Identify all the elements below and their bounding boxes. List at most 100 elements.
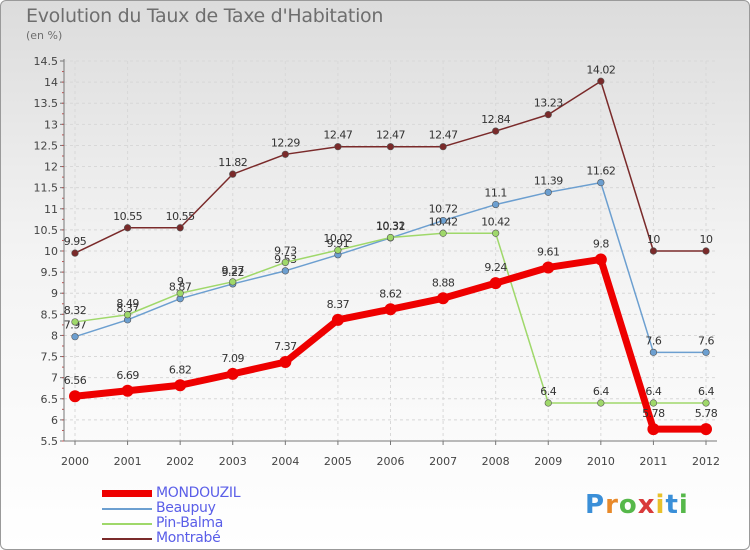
- data-point-pin-balma: [71, 318, 79, 326]
- data-label-mondouzil: 5.78: [695, 407, 718, 420]
- data-point-pin-balma: [702, 399, 710, 407]
- data-point-mondouzil: [121, 384, 134, 397]
- chart-title: Evolution du Taux de Taxe d'Habitation: [26, 5, 384, 27]
- data-label-pin-balma: 6.4: [593, 385, 609, 398]
- data-label-pin-balma: 6.4: [540, 385, 556, 398]
- data-label-beaupuy: 10.31: [376, 220, 405, 233]
- data-point-pin-balma: [649, 399, 658, 407]
- logo-letter: o: [618, 490, 638, 520]
- y-tick-label: 9.5: [41, 266, 59, 279]
- data-label-montrab-: 9.95: [64, 235, 87, 248]
- data-point-mondouzil: [174, 379, 187, 392]
- data-point-mondouzil: [594, 253, 607, 266]
- data-point-beaupuy: [544, 188, 552, 196]
- legend-swatch: [102, 508, 152, 510]
- x-tick-label: 2010: [587, 455, 615, 468]
- proxiti-logo: Proxiti: [585, 490, 689, 520]
- y-tick-label: 10: [44, 245, 58, 258]
- data-point-mondouzil: [647, 423, 660, 436]
- data-label-pin-balma: 8.32: [64, 304, 87, 317]
- data-label-mondouzil: 6.82: [169, 363, 192, 376]
- y-tick-label: 11: [44, 203, 58, 216]
- data-label-montrab-: 12.47: [376, 129, 405, 142]
- data-label-pin-balma: 9.73: [274, 244, 297, 257]
- data-point-mondouzil: [384, 303, 397, 316]
- data-point-mondouzil: [489, 277, 502, 290]
- y-tick-label: 12: [44, 161, 58, 174]
- data-point-mondouzil: [542, 261, 555, 274]
- data-point-pin-balma: [334, 246, 342, 254]
- logo-letter: i: [655, 490, 666, 520]
- x-tick-label: 2003: [219, 455, 247, 468]
- data-label-montrab-: 12.47: [323, 129, 352, 142]
- logo-letter: i: [678, 490, 689, 520]
- y-tick-label: 13: [44, 118, 58, 131]
- data-label-pin-balma: 10.42: [429, 215, 458, 228]
- data-label-beaupuy: 7.6: [698, 334, 714, 347]
- logo-letter: P: [585, 490, 606, 520]
- legend-label: Montrabé: [156, 530, 221, 546]
- data-point-montrab-: [702, 247, 710, 255]
- data-point-montrab-: [176, 224, 184, 232]
- data-point-pin-balma: [439, 229, 447, 237]
- x-tick-label: 2000: [61, 455, 89, 468]
- x-tick-label: 2004: [271, 455, 299, 468]
- data-label-montrab-: 13.23: [534, 97, 563, 110]
- data-label-pin-balma: 10.32: [376, 219, 405, 232]
- data-label-beaupuy: 7.6: [645, 334, 661, 347]
- data-label-mondouzil: 7.37: [274, 340, 297, 353]
- data-label-beaupuy: 11.62: [586, 165, 615, 178]
- data-point-mondouzil: [437, 292, 450, 305]
- data-point-montrab-: [649, 247, 658, 255]
- data-point-pin-balma: [123, 311, 132, 319]
- y-tick-label: 6.5: [41, 393, 59, 406]
- data-point-mondouzil: [279, 356, 292, 369]
- logo-letter: x: [637, 490, 656, 520]
- x-tick-label: 2009: [534, 455, 562, 468]
- data-point-pin-balma: [176, 289, 184, 297]
- data-label-mondouzil: 6.69: [116, 369, 139, 382]
- legend-swatch: [102, 538, 152, 540]
- logo-letter: r: [605, 490, 619, 520]
- data-point-pin-balma: [597, 399, 605, 407]
- legend-label: Pin-Balma: [156, 515, 224, 531]
- y-tick-label: 9: [51, 287, 58, 300]
- y-tick-label: 12.5: [34, 139, 59, 152]
- data-label-montrab-: 12.84: [481, 113, 510, 126]
- data-label-mondouzil: 9.8: [593, 237, 609, 250]
- x-tick-label: 2007: [429, 455, 457, 468]
- y-tick-label: 10.5: [34, 224, 59, 237]
- data-label-beaupuy: 11.1: [484, 187, 507, 200]
- x-tick-label: 2001: [114, 455, 142, 468]
- data-point-beaupuy: [439, 217, 447, 225]
- data-label-beaupuy: 9.22: [222, 266, 245, 279]
- data-point-beaupuy: [492, 200, 500, 209]
- data-label-mondouzil: 7.09: [222, 352, 245, 365]
- data-label-pin-balma: 10.42: [481, 215, 510, 228]
- x-tick-label: 2012: [692, 455, 720, 468]
- y-tick-label: 8.5: [41, 308, 59, 321]
- data-label-montrab-: 10: [647, 233, 660, 246]
- data-label-montrab-: 12.47: [429, 129, 458, 142]
- y-tick-label: 7.5: [41, 351, 59, 364]
- data-point-montrab-: [229, 170, 237, 178]
- data-label-pin-balma: 10.02: [323, 232, 352, 245]
- chart-subtitle: (en %): [26, 29, 63, 42]
- data-label-pin-balma: 6.4: [645, 385, 661, 398]
- data-label-pin-balma: 9: [177, 275, 184, 288]
- y-tick-label: 8: [51, 329, 58, 342]
- data-label-beaupuy: 10.72: [429, 203, 458, 216]
- data-label-pin-balma: 6.4: [698, 385, 714, 398]
- data-label-montrab-: 10.55: [113, 210, 142, 223]
- x-tick-label: 2005: [324, 455, 352, 468]
- y-tick-label: 13.5: [34, 97, 59, 110]
- data-point-beaupuy: [281, 267, 289, 275]
- data-point-mondouzil: [331, 313, 344, 326]
- data-label-montrab-: 10: [700, 233, 713, 246]
- data-point-montrab-: [386, 143, 395, 151]
- data-label-mondouzil: 8.88: [432, 276, 455, 289]
- y-tick-label: 11.5: [34, 182, 59, 195]
- logo-letter: t: [665, 490, 679, 520]
- legend-label: Beaupuy: [156, 500, 216, 516]
